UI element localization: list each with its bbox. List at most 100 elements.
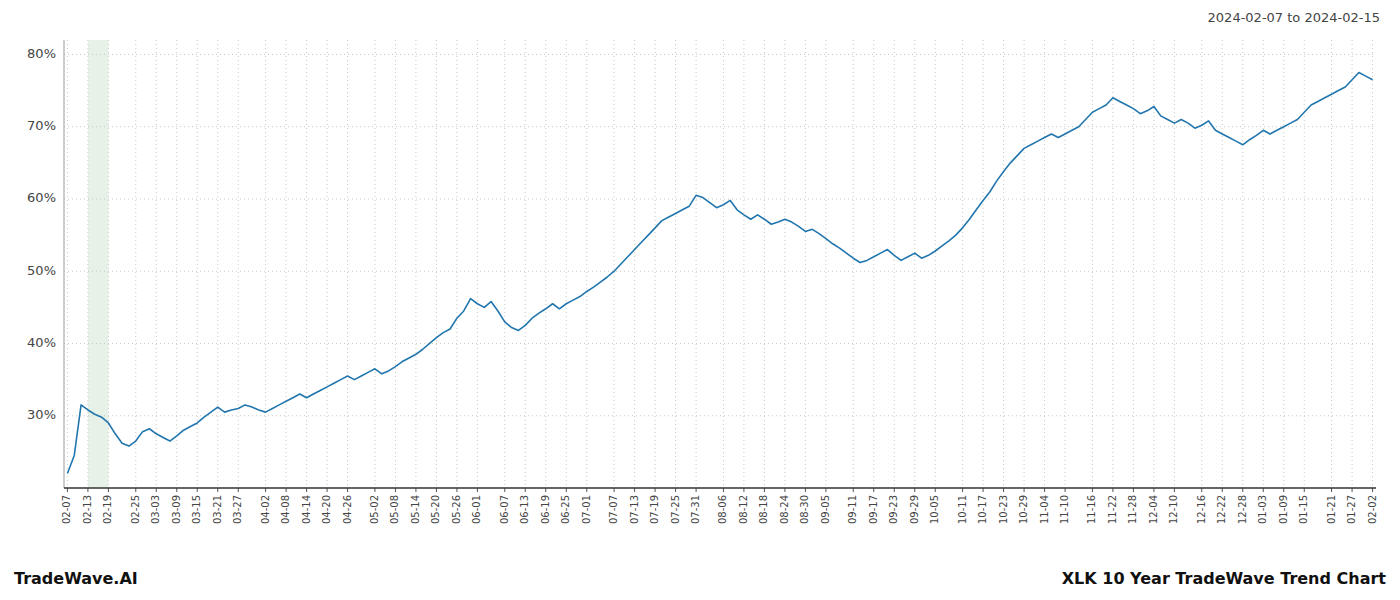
x-tick-label: 05-20 <box>430 495 441 524</box>
x-tick-label: 04-02 <box>260 495 271 524</box>
x-tick-label: 08-06 <box>717 495 728 524</box>
x-grid-line <box>347 40 348 488</box>
y-tick-label: 30% <box>27 407 56 422</box>
x-grid-line <box>962 40 963 488</box>
subtitle: 2024-02-07 to 2024-02-15 <box>1208 10 1380 25</box>
x-tick-label: 11-04 <box>1039 495 1050 524</box>
x-tick-label: 03-09 <box>171 495 182 524</box>
x-grid-line <box>504 40 505 488</box>
y-grid-line <box>64 126 1376 127</box>
x-tick-label: 08-30 <box>799 495 810 524</box>
x-tick-label: 03-27 <box>232 495 243 524</box>
x-grid-line <box>805 40 806 488</box>
x-tick-label: 06-01 <box>471 495 482 524</box>
x-tick-label: 02-25 <box>130 495 141 524</box>
x-grid-line <box>764 40 765 488</box>
x-grid-line <box>1201 40 1202 488</box>
x-tick-label: 10-29 <box>1018 495 1029 524</box>
x-grid-line <box>108 40 109 488</box>
y-tick-label: 40% <box>27 335 56 350</box>
x-tick-label: 05-14 <box>410 495 421 524</box>
x-grid-line <box>67 40 68 488</box>
x-grid-line <box>723 40 724 488</box>
x-grid-line <box>436 40 437 488</box>
x-tick-label: 10-11 <box>957 495 968 524</box>
x-grid-line <box>286 40 287 488</box>
x-grid-line <box>306 40 307 488</box>
x-grid-line <box>87 40 88 488</box>
x-grid-line <box>1304 40 1305 488</box>
x-tick-label: 12-10 <box>1168 495 1179 524</box>
y-tick-label: 70% <box>27 118 56 133</box>
x-tick-label: 11-22 <box>1107 495 1118 524</box>
x-tick-label: 05-02 <box>369 495 380 524</box>
x-tick-label: 02-02 <box>1367 495 1378 524</box>
x-tick-label: 01-21 <box>1326 495 1337 524</box>
y-grid-line <box>64 415 1376 416</box>
x-tick-label: 08-24 <box>779 495 790 524</box>
y-grid-line <box>64 54 1376 55</box>
x-tick-label: 07-07 <box>608 495 619 524</box>
x-tick-label: 06-25 <box>560 495 571 524</box>
x-tick-label: 12-16 <box>1196 495 1207 524</box>
x-grid-line <box>477 40 478 488</box>
x-grid-line <box>135 40 136 488</box>
x-grid-line <box>873 40 874 488</box>
x-grid-line <box>634 40 635 488</box>
x-tick-label: 10-05 <box>929 495 940 524</box>
x-grid-line <box>586 40 587 488</box>
x-tick-label: 01-27 <box>1346 495 1357 524</box>
title: XLK 10 Year TradeWave Trend Chart <box>1062 569 1387 588</box>
x-grid-line <box>176 40 177 488</box>
y-grid-line <box>64 271 1376 272</box>
x-grid-line <box>1222 40 1223 488</box>
trend-line <box>67 73 1372 474</box>
x-tick-label: 06-07 <box>499 495 510 524</box>
x-tick-label: 06-13 <box>519 495 530 524</box>
x-tick-label: 03-21 <box>212 495 223 524</box>
x-tick-label: 09-05 <box>820 495 831 524</box>
chart: 30%40%50%60%70%80%02-0702-1302-1902-2503… <box>0 0 1400 600</box>
x-tick-label: 11-16 <box>1086 495 1097 524</box>
x-tick-label: 08-18 <box>758 495 769 524</box>
x-tick-label: 04-26 <box>342 495 353 524</box>
x-tick-label: 03-03 <box>150 495 161 524</box>
x-tick-label: 07-13 <box>629 495 640 524</box>
x-tick-label: 06-19 <box>540 495 551 524</box>
x-grid-line <box>415 40 416 488</box>
x-tick-label: 07-19 <box>649 495 660 524</box>
x-grid-line <box>1112 40 1113 488</box>
x-grid-line <box>655 40 656 488</box>
brand-annotation: TradeWave.AI <box>14 569 138 588</box>
x-grid-line <box>784 40 785 488</box>
x-grid-line <box>545 40 546 488</box>
x-grid-line <box>1092 40 1093 488</box>
x-tick-label: 02-13 <box>82 495 93 524</box>
x-tick-label: 12-04 <box>1148 495 1159 524</box>
x-tick-label: 03-15 <box>191 495 202 524</box>
x-tick-label: 01-03 <box>1257 495 1268 524</box>
x-grid-line <box>614 40 615 488</box>
x-grid-line <box>1242 40 1243 488</box>
x-grid-line <box>696 40 697 488</box>
x-axis-line <box>64 487 1376 489</box>
x-grid-line <box>675 40 676 488</box>
x-tick-label: 01-09 <box>1278 495 1289 524</box>
x-tick-label: 05-08 <box>389 495 400 524</box>
x-grid-line <box>1263 40 1264 488</box>
x-grid-line <box>1024 40 1025 488</box>
x-tick-label: 08-12 <box>738 495 749 524</box>
x-tick-label: 09-29 <box>909 495 920 524</box>
y-axis-line <box>64 40 65 488</box>
y-tick-label: 50% <box>27 263 56 278</box>
x-grid-line <box>743 40 744 488</box>
x-grid-line <box>197 40 198 488</box>
x-grid-line <box>395 40 396 488</box>
x-tick-label: 07-25 <box>670 495 681 524</box>
y-tick-label: 80% <box>27 46 56 61</box>
x-grid-line <box>1372 40 1373 488</box>
x-tick-label: 11-28 <box>1127 495 1138 524</box>
x-grid-line <box>217 40 218 488</box>
x-grid-line <box>1283 40 1284 488</box>
x-grid-line <box>374 40 375 488</box>
